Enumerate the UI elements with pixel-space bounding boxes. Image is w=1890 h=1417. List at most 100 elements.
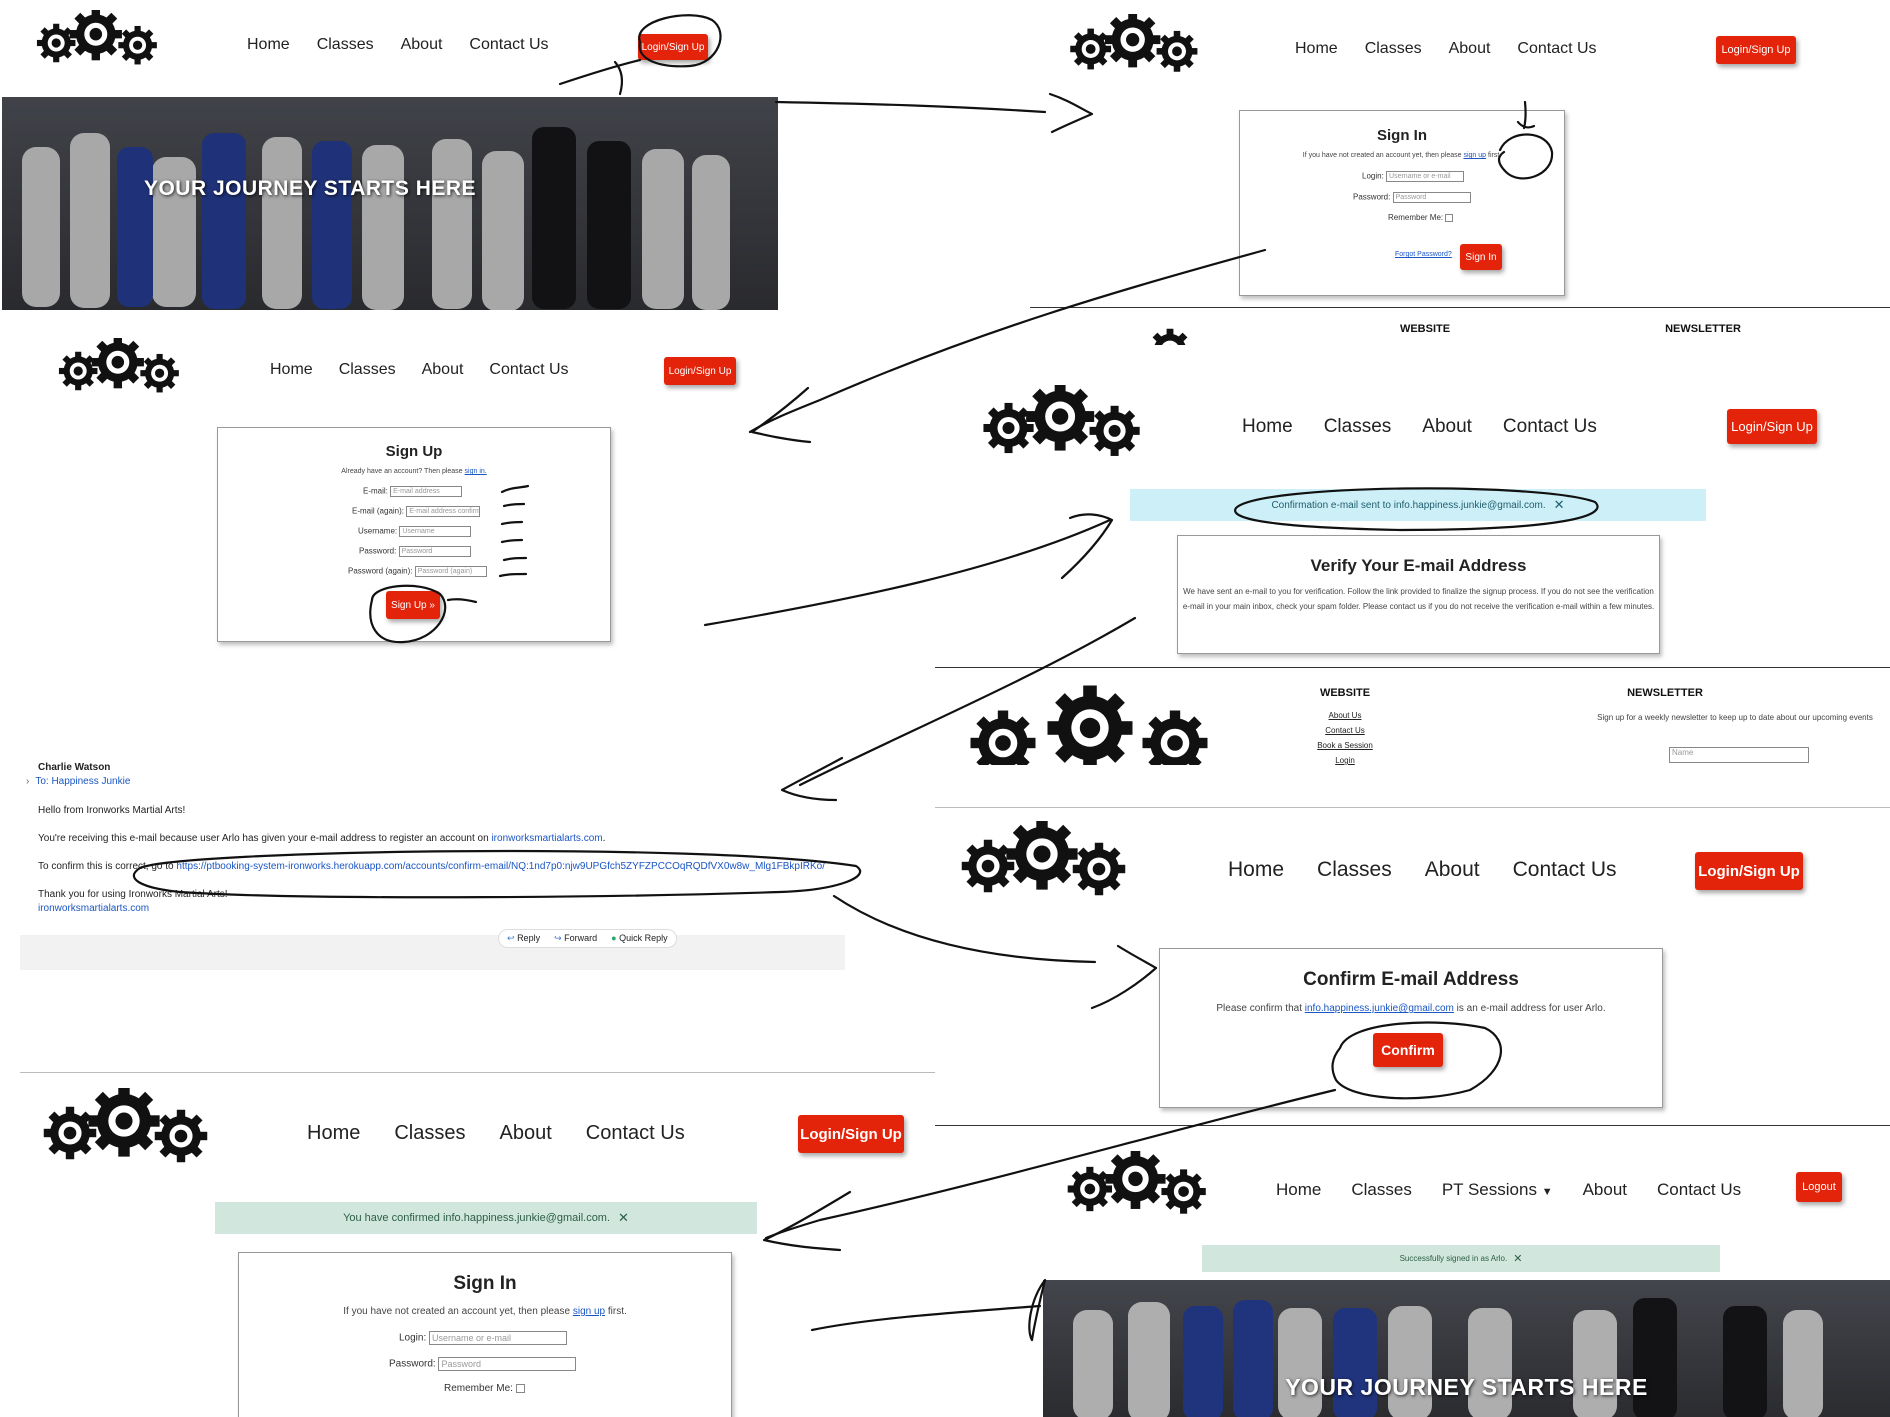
footer-links: About Us Contact Us Book a Session Login (1285, 708, 1405, 765)
remember-checkbox[interactable] (515, 1383, 525, 1393)
footer-link-contact[interactable]: Contact Us (1325, 726, 1365, 735)
panel-homepage: Home Classes About Contact Us Login/Sign… (0, 0, 780, 315)
close-icon[interactable]: ✕ (1553, 497, 1565, 512)
login-signup-button[interactable]: Login/Sign Up (664, 357, 736, 385)
username-input[interactable]: Username (399, 526, 472, 537)
password-input[interactable]: Password (1392, 192, 1471, 203)
nav-classes[interactable]: Classes (1351, 1180, 1412, 1199)
confirm-text-before: Please confirm that (1216, 1003, 1302, 1014)
nav-classes[interactable]: Classes (1323, 416, 1392, 437)
pt-sessions-label: PT Sessions (1441, 1180, 1537, 1199)
nav-home[interactable]: Home (1276, 1180, 1322, 1199)
password-input[interactable]: Password (438, 1357, 577, 1371)
nav-about[interactable]: About (1424, 858, 1480, 881)
password-again-input[interactable]: Password (again) (414, 566, 487, 577)
site-logo[interactable] (28, 10, 168, 76)
password-input[interactable]: Password (398, 546, 471, 557)
site-logo[interactable] (50, 338, 190, 404)
nav-contact[interactable]: Contact Us (469, 36, 549, 53)
signup-link[interactable]: sign up (572, 1306, 606, 1317)
login-signup-button[interactable]: Login/Sign Up (1716, 36, 1796, 64)
site-logo[interactable] (950, 821, 1140, 911)
footer-link-book[interactable]: Book a Session (1317, 741, 1373, 750)
nav-contact[interactable]: Contact Us (1502, 416, 1597, 437)
nav-contact[interactable]: Contact Us (489, 361, 569, 378)
reply-icon: ↩ (507, 933, 515, 943)
footer-link-about[interactable]: About Us (1328, 711, 1362, 720)
login-label: Login: (1362, 171, 1384, 181)
login-input[interactable]: Username or e-mail (1386, 171, 1465, 182)
intro-text-end: first. (1488, 152, 1502, 159)
nav-home[interactable]: Home (1295, 40, 1338, 57)
nav-about[interactable]: About (400, 36, 443, 53)
confirm-email-link[interactable]: info.happiness.junkie@gmail.com (1304, 1003, 1454, 1014)
email-again-label: E-mail (again): (352, 506, 405, 516)
signup-link[interactable]: sign up (1463, 152, 1487, 159)
nav-about[interactable]: About (1422, 416, 1472, 437)
site-link[interactable]: ironworksmartialarts.com (491, 833, 603, 844)
forward-button[interactable]: ↪ Forward (554, 933, 597, 944)
main-nav: Home Classes About Contact Us (1228, 858, 1617, 882)
nav-contact[interactable]: Contact Us (585, 1122, 685, 1144)
remember-label: Remember Me: (1388, 213, 1444, 222)
confirm-button[interactable]: Confirm (1373, 1033, 1443, 1067)
login-signup-button[interactable]: Login/Sign Up (1695, 852, 1803, 890)
nav-contact[interactable]: Contact Us (1512, 858, 1617, 881)
signup-button[interactable]: Sign Up » (386, 591, 440, 619)
login-signup-button[interactable]: Login/Sign Up (638, 34, 708, 60)
email-line2: To confirm this is correct, go to https:… (38, 861, 825, 872)
email-again-input[interactable]: E-mail address confirmation (406, 506, 481, 517)
email-input[interactable]: E-mail address (390, 486, 463, 497)
logout-button[interactable]: Logout (1796, 1172, 1842, 1202)
newsletter-text: Sign up for a weekly newsletter to keep … (1597, 713, 1873, 722)
email-signature-link[interactable]: ironworksmartialarts.com (38, 903, 150, 914)
confirm-title: Confirm E-mail Address (1303, 969, 1519, 990)
nav-about[interactable]: About (1448, 40, 1491, 57)
nav-home[interactable]: Home (1242, 416, 1293, 437)
newsletter-name-input[interactable]: Name (1669, 747, 1809, 763)
site-logo[interactable] (32, 1088, 222, 1178)
signin-button[interactable]: Sign In (1460, 244, 1502, 270)
nav-pt-sessions[interactable]: PT Sessions ▼ (1442, 1180, 1553, 1200)
nav-classes[interactable]: Classes (316, 36, 374, 53)
close-icon[interactable]: ✕ (618, 1210, 629, 1225)
signin-link[interactable]: sign in. (464, 468, 487, 475)
login-input[interactable]: Username or e-mail (429, 1331, 568, 1345)
signup-email-row: E-mail: E-mail address (363, 486, 463, 497)
reply-button[interactable]: ↩ Reply (507, 933, 540, 944)
panel-confirm: Home Classes About Contact Us Login/Sign… (935, 808, 1890, 1123)
nav-home[interactable]: Home (247, 36, 290, 53)
remember-checkbox[interactable] (1445, 213, 1454, 222)
site-logo[interactable] (1058, 1151, 1218, 1227)
site-logo[interactable] (973, 385, 1153, 471)
login-signup-button[interactable]: Login/Sign Up (1727, 409, 1817, 444)
alert-text: Confirmation e-mail sent to info.happine… (1271, 499, 1546, 511)
forgot-password-link[interactable]: Forgot Password? (1395, 251, 1452, 258)
confirm-text-after: is an e-mail address for user Arlo. (1456, 1003, 1606, 1014)
nav-contact[interactable]: Contact Us (1517, 40, 1597, 57)
footer-link-login[interactable]: Login (1335, 756, 1355, 765)
nav-home[interactable]: Home (270, 361, 313, 378)
nav-about[interactable]: About (421, 361, 464, 378)
nav-home[interactable]: Home (1228, 858, 1285, 881)
site-logo[interactable] (1060, 14, 1210, 84)
confirm-link[interactable]: https://ptbooking-system-ironworks.herok… (176, 861, 825, 872)
nav-about[interactable]: About (1582, 1180, 1628, 1199)
forward-label: Forward (564, 933, 598, 943)
intro-text-end: first. (607, 1306, 627, 1317)
nav-classes[interactable]: Classes (1317, 858, 1392, 881)
login-signup-button[interactable]: Login/Sign Up (798, 1115, 904, 1153)
nav-classes[interactable]: Classes (338, 361, 396, 378)
nav-classes[interactable]: Classes (1364, 40, 1422, 57)
nav-classes[interactable]: Classes (394, 1122, 466, 1144)
signup-password2-row: Password (again): Password (again) (348, 566, 487, 577)
expand-chevron-icon[interactable]: › (26, 776, 30, 787)
panel-signed-in: Home Classes PT Sessions ▼ About Contact… (1040, 1140, 1890, 1417)
nav-contact[interactable]: Contact Us (1657, 1180, 1742, 1199)
nav-about[interactable]: About (499, 1122, 552, 1144)
signup-intro-text: Already have an account? Then please (341, 468, 463, 475)
close-icon[interactable]: ✕ (1513, 1253, 1523, 1265)
quick-reply-button[interactable]: ● Quick Reply (611, 933, 667, 944)
caret-down-icon: ▼ (1541, 1186, 1553, 1198)
nav-home[interactable]: Home (307, 1122, 361, 1144)
